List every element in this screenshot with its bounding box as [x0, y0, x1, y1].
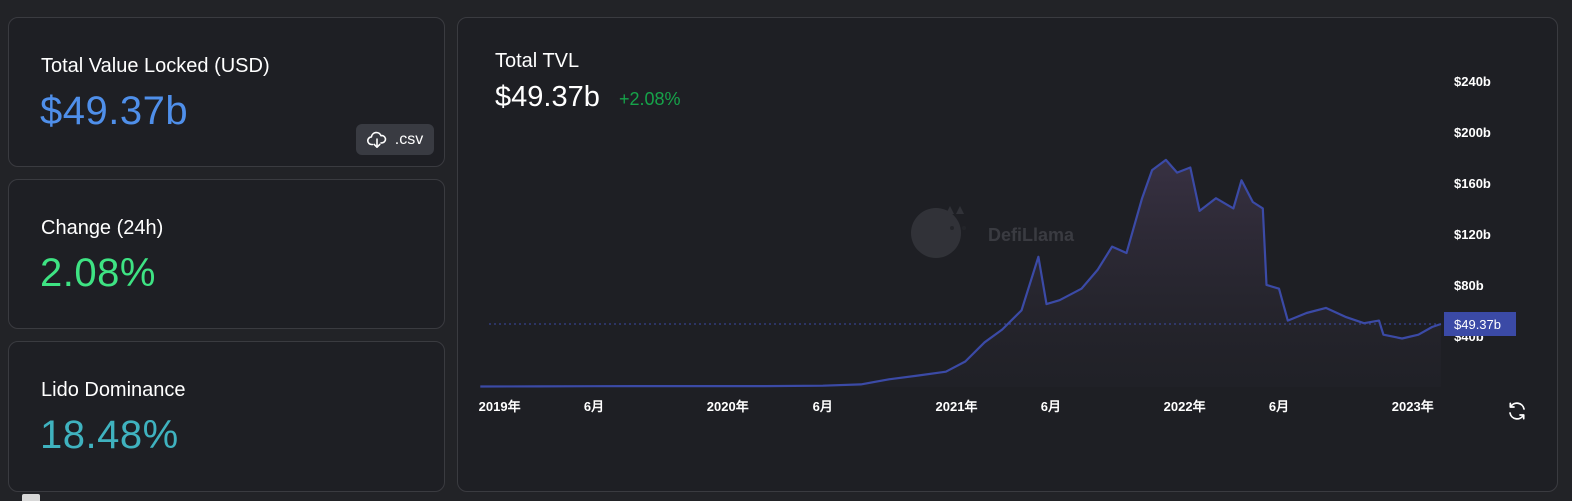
- y-tick-label: $240b: [1454, 74, 1491, 89]
- chart-watermark: DefiLlama: [911, 206, 1075, 259]
- watermark-text: DefiLlama: [988, 225, 1075, 245]
- tvl-value: $49.37b: [40, 89, 189, 133]
- tvl-chart: DefiLlama $40b$80b$120b$160b$200b$240b 2…: [479, 74, 1516, 414]
- dominance-value: 18.48%: [40, 413, 179, 457]
- tvl-label: Total Value Locked (USD): [41, 55, 270, 77]
- x-tick-label: 2021年: [936, 399, 978, 414]
- x-tick-label: 2023年: [1392, 399, 1434, 414]
- tvl-line: [480, 158, 1442, 388]
- chart-title: Total TVL: [495, 50, 580, 72]
- y-tick-label: $200b: [1454, 125, 1491, 140]
- tvl-area: [480, 159, 1441, 387]
- x-tick-label: 6月: [1269, 399, 1289, 414]
- dominance-card: Lido Dominance 18.48%: [8, 341, 445, 492]
- x-tick-label: 6月: [1041, 399, 1061, 414]
- x-tick-label: 2019年: [479, 399, 521, 414]
- y-tick-label: $80b: [1454, 278, 1484, 293]
- chart-total-value: $49.37b: [495, 81, 600, 113]
- x-tick-label: 2022年: [1164, 399, 1206, 414]
- y-tick-label: $120b: [1454, 227, 1491, 242]
- refresh-icon: [1509, 402, 1525, 420]
- current-value-tag-bg: [1444, 312, 1516, 337]
- dominance-label: Lido Dominance: [41, 379, 186, 401]
- download-csv-button[interactable]: .csv: [356, 124, 434, 155]
- change-label: Change (24h): [41, 217, 164, 239]
- cloud-download-icon: [366, 131, 387, 149]
- llama-logo-icon: [911, 206, 966, 259]
- x-tick-label: 2020年: [707, 399, 749, 414]
- change-value: 2.08%: [40, 251, 156, 295]
- csv-label: .csv: [394, 130, 424, 148]
- chart-change-pct: +2.08%: [619, 89, 681, 109]
- y-tick-label: $160b: [1454, 176, 1491, 191]
- partial-element: [22, 494, 40, 501]
- refresh-button[interactable]: [1506, 400, 1528, 422]
- tvl-card: Total Value Locked (USD) $49.37b .csv: [8, 17, 445, 167]
- current-value-label: $49.37b: [1454, 317, 1501, 332]
- x-tick-label: 6月: [584, 399, 604, 414]
- change-card: Change (24h) 2.08%: [8, 179, 445, 329]
- current-value-tag: $49.37b: [1444, 312, 1516, 337]
- x-tick-label: 6月: [813, 399, 833, 414]
- chart-card: DefiLlama $40b $80b $120b $160b $200b $240b 2…: [457, 17, 1558, 492]
